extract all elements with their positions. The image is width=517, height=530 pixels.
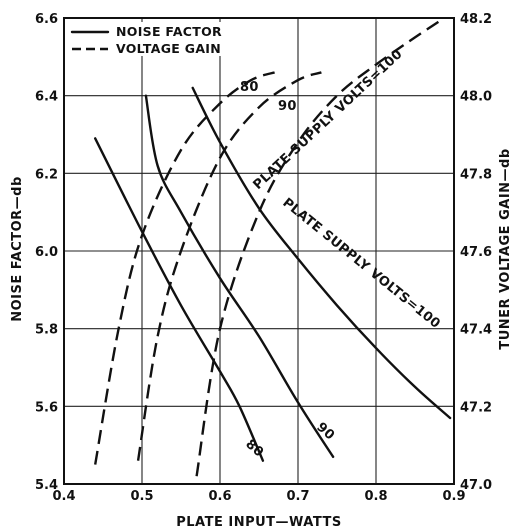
y-tick-label-right: 48.0: [460, 90, 492, 105]
x-tick-label: 0.4: [52, 489, 75, 504]
noise-factor-curve-100: [191, 86, 452, 420]
y-tick-label-right: 47.0: [460, 478, 492, 493]
x-tick-label: 0.5: [130, 489, 153, 504]
voltage-gain-curve-80: [94, 71, 275, 465]
y-tick-label-left: 6.0: [35, 245, 58, 260]
noise-factor-curve-80: [94, 137, 265, 462]
x-tick-label: 0.7: [286, 489, 309, 504]
annotation-gain-90: 90: [278, 99, 297, 114]
y-tick-label-left: 6.4: [35, 90, 58, 105]
annotation-noise-100: PLATE SUPPLY VOLTS=100: [279, 195, 442, 331]
y-tick-label-right: 47.8: [460, 167, 492, 182]
y-tick-label-left: 5.8: [35, 323, 58, 338]
y-tick-label-right: 48.2: [460, 12, 492, 27]
tick-labels: 0.4 0.5 0.6 0.7 0.8 0.9 5.4 47.0 5.6 47.2 5.8 47.4 6…: [35, 12, 492, 504]
legend-background: [66, 22, 224, 56]
voltage-gain-curve-100: [195, 20, 440, 477]
annotation-gain-80: 80: [240, 80, 259, 95]
legend: NOISE FACTOR VOLTAGE GAIN: [66, 22, 224, 56]
y-tick-label-left: 6.2: [35, 167, 58, 182]
annotation-noise-90: 90: [313, 420, 337, 444]
x-tick-label: 0.9: [442, 489, 465, 504]
legend-label-voltage-gain: VOLTAGE GAIN: [116, 41, 221, 56]
noise-factor-curve-90: [144, 94, 335, 458]
legend-label-noise-factor: NOISE FACTOR: [116, 24, 222, 39]
plot-frame: [63, 17, 455, 485]
y-tick-label-right: 47.4: [460, 323, 492, 338]
y-tick-label-left: 5.4: [35, 478, 58, 493]
y-axis-left-title: NOISE FACTOR—db: [10, 176, 25, 322]
x-tick-label: 0.8: [364, 489, 387, 504]
grid: [64, 18, 454, 484]
y-tick-label-right: 47.2: [460, 400, 492, 415]
voltage-gain-curve-90: [136, 71, 322, 461]
series-layer: [94, 20, 452, 477]
annotation-gain-100: PLATE SUPPLY VOLTS=100: [250, 47, 405, 193]
y-axis-right-title: TUNER VOLTAGE GAIN—db: [498, 148, 513, 349]
y-tick-label-left: 5.6: [35, 400, 58, 415]
x-axis-title: PLATE INPUT—WATTS: [176, 515, 342, 530]
y-tick-label-left: 6.6: [35, 12, 58, 27]
x-tick-label: 0.6: [208, 489, 231, 504]
y-tick-label-right: 47.6: [460, 245, 492, 260]
annotation-noise-80: 80: [242, 437, 266, 461]
